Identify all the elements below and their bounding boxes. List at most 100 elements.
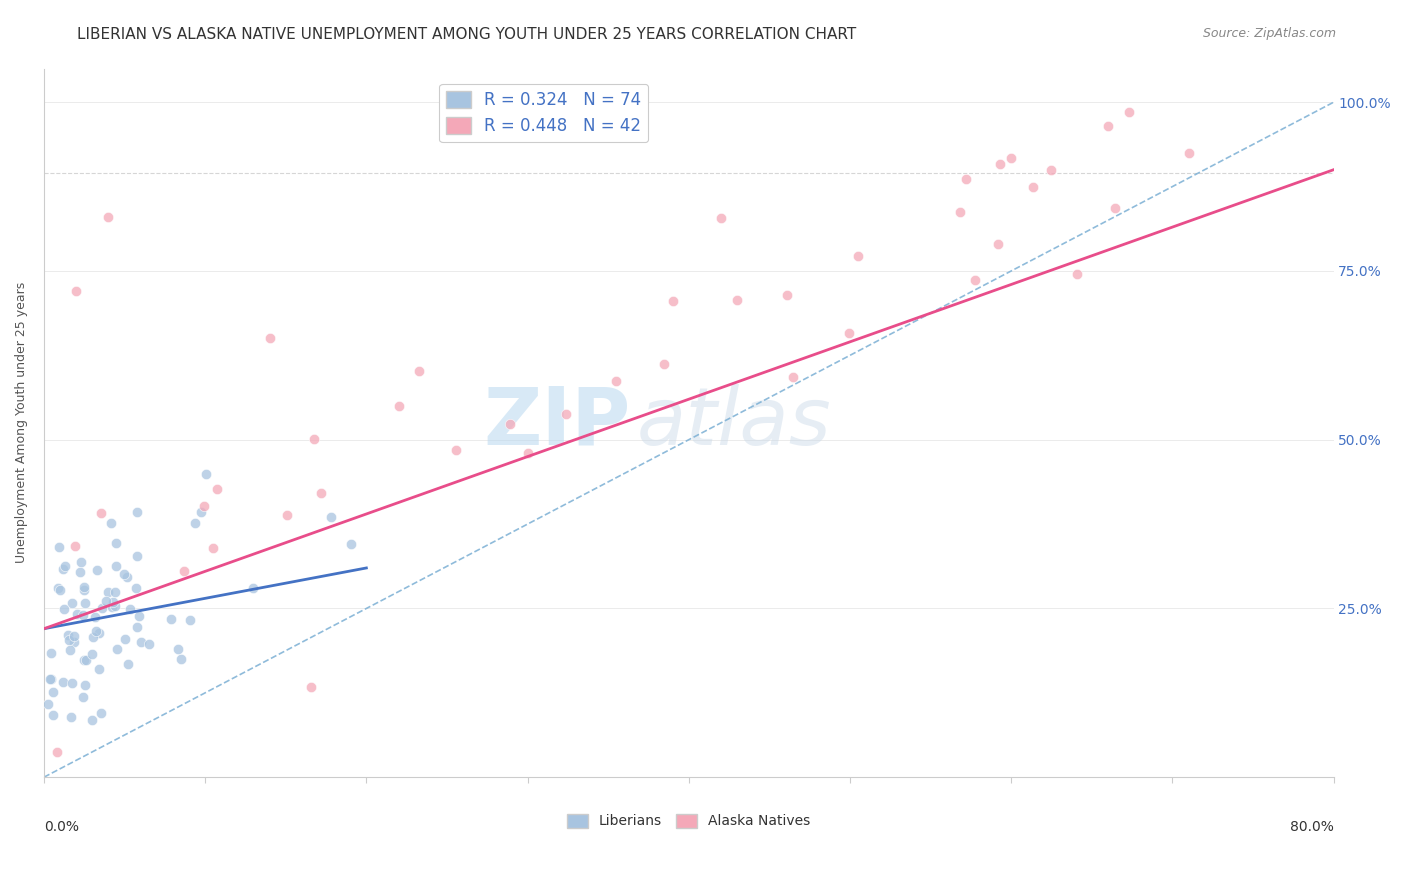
Point bbox=[101, 595, 124, 609]
Point bbox=[190, 505, 212, 519]
Point bbox=[1118, 105, 1140, 120]
Point bbox=[848, 249, 870, 263]
Point bbox=[39, 672, 62, 686]
Point bbox=[207, 483, 229, 497]
Point bbox=[86, 563, 108, 577]
Point bbox=[160, 612, 183, 626]
Point bbox=[53, 558, 76, 573]
Point bbox=[82, 630, 104, 644]
Point bbox=[955, 172, 977, 186]
Text: 0.0%: 0.0% bbox=[44, 820, 79, 834]
Point bbox=[988, 156, 1011, 170]
Point bbox=[605, 374, 627, 388]
Text: 80.0%: 80.0% bbox=[1289, 820, 1333, 834]
Point bbox=[387, 399, 409, 413]
Point bbox=[90, 706, 112, 720]
Point bbox=[167, 642, 190, 657]
Point bbox=[727, 293, 749, 308]
Point bbox=[73, 653, 96, 667]
Point bbox=[39, 646, 62, 660]
Y-axis label: Unemployment Among Youth under 25 years: Unemployment Among Youth under 25 years bbox=[15, 282, 28, 564]
Point bbox=[1039, 162, 1062, 177]
Point bbox=[776, 287, 799, 301]
Point bbox=[48, 541, 70, 555]
Point bbox=[48, 582, 70, 597]
Point bbox=[73, 583, 96, 598]
Text: atlas: atlas bbox=[637, 384, 832, 462]
Point bbox=[202, 541, 225, 556]
Point bbox=[1000, 151, 1022, 165]
Point bbox=[1097, 119, 1119, 133]
Point bbox=[127, 620, 149, 634]
Point bbox=[104, 599, 127, 613]
Point bbox=[65, 607, 87, 621]
Point bbox=[52, 674, 75, 689]
Point bbox=[1022, 179, 1045, 194]
Point bbox=[101, 600, 124, 615]
Point bbox=[340, 537, 363, 551]
Point bbox=[90, 506, 112, 520]
Point bbox=[276, 508, 298, 522]
Point bbox=[242, 581, 264, 595]
Point bbox=[59, 642, 82, 657]
Point bbox=[1104, 201, 1126, 215]
Text: LIBERIAN VS ALASKA NATIVE UNEMPLOYMENT AMONG YOUTH UNDER 25 YEARS CORRELATION CH: LIBERIAN VS ALASKA NATIVE UNEMPLOYMENT A… bbox=[77, 27, 856, 42]
Point bbox=[83, 610, 105, 624]
Point bbox=[72, 608, 94, 623]
Point bbox=[46, 581, 69, 595]
Point bbox=[60, 676, 83, 690]
Point bbox=[710, 211, 733, 225]
Point bbox=[179, 613, 201, 627]
Point bbox=[65, 285, 87, 299]
Point bbox=[125, 549, 148, 563]
Point bbox=[112, 567, 135, 582]
Point bbox=[127, 504, 149, 518]
Point bbox=[662, 293, 685, 308]
Text: Source: ZipAtlas.com: Source: ZipAtlas.com bbox=[1202, 27, 1336, 40]
Point bbox=[299, 680, 322, 694]
Point bbox=[120, 602, 142, 616]
Point bbox=[652, 358, 675, 372]
Point bbox=[1066, 267, 1088, 281]
Point bbox=[63, 539, 86, 553]
Point bbox=[97, 210, 120, 224]
Point bbox=[53, 602, 76, 616]
Point bbox=[80, 713, 103, 727]
Point bbox=[39, 673, 62, 687]
Point bbox=[259, 331, 281, 345]
Point bbox=[97, 585, 120, 599]
Point bbox=[73, 580, 96, 594]
Point bbox=[94, 594, 117, 608]
Point bbox=[838, 326, 860, 341]
Text: ZIP: ZIP bbox=[484, 384, 631, 462]
Point bbox=[949, 205, 972, 219]
Point bbox=[91, 600, 114, 615]
Point bbox=[63, 629, 86, 643]
Point bbox=[80, 647, 103, 661]
Point bbox=[516, 446, 538, 460]
Point bbox=[46, 745, 69, 759]
Point bbox=[117, 657, 139, 671]
Point bbox=[105, 558, 128, 573]
Point bbox=[104, 585, 127, 599]
Point bbox=[128, 608, 150, 623]
Point bbox=[75, 653, 97, 667]
Point bbox=[42, 707, 65, 722]
Point bbox=[782, 370, 804, 384]
Point bbox=[302, 432, 325, 446]
Point bbox=[195, 467, 218, 481]
Point bbox=[75, 678, 97, 692]
Point bbox=[63, 634, 86, 648]
Point bbox=[170, 651, 193, 665]
Point bbox=[987, 237, 1010, 252]
Point bbox=[100, 516, 122, 530]
Point bbox=[87, 625, 110, 640]
Point bbox=[69, 566, 91, 580]
Point bbox=[125, 581, 148, 595]
Point bbox=[60, 596, 83, 610]
Point bbox=[73, 596, 96, 610]
Point bbox=[114, 632, 136, 647]
Point bbox=[84, 624, 107, 639]
Point bbox=[60, 710, 83, 724]
Point bbox=[115, 570, 138, 584]
